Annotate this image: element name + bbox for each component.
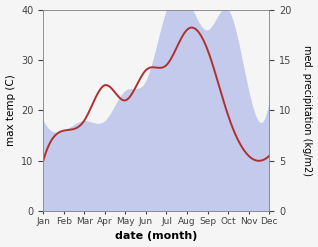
X-axis label: date (month): date (month) (115, 231, 197, 242)
Y-axis label: max temp (C): max temp (C) (5, 75, 16, 146)
Y-axis label: med. precipitation (kg/m2): med. precipitation (kg/m2) (302, 45, 313, 176)
